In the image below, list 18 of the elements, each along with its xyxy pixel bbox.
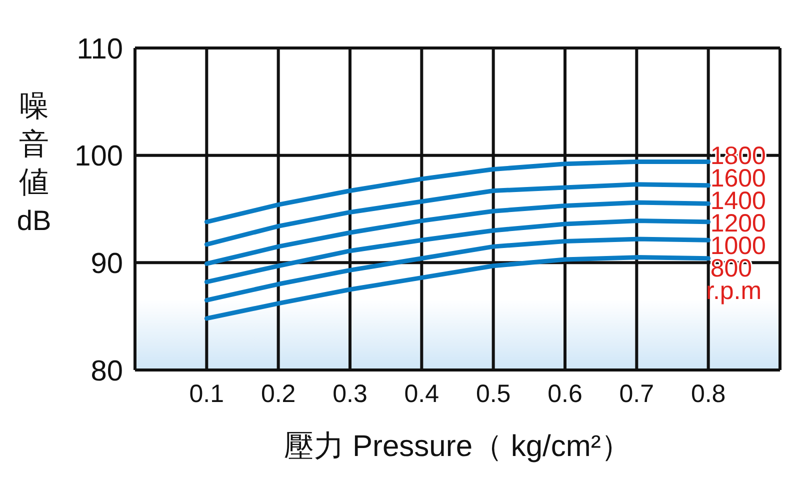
y-tick-label: 100: [74, 140, 123, 173]
y-tick-label: 110: [76, 33, 123, 66]
y-tick-label: 80: [90, 355, 123, 388]
x-tick-label: 0.6: [548, 380, 582, 408]
x-axis-title: 壓力 Pressure（ kg/cm²）: [283, 429, 632, 465]
line-series: [204, 200, 711, 266]
x-tick-label: 0.4: [404, 380, 440, 408]
line-series: [204, 160, 711, 224]
y-axis-title: 噪音値 dB: [16, 89, 52, 238]
x-tick-label: 0.3: [332, 380, 368, 408]
line-series: [204, 182, 711, 247]
x-tick-label: 0.8: [690, 380, 726, 408]
y-tick-label: 90: [90, 248, 123, 280]
x-tick-label: 0.7: [619, 380, 654, 408]
x-tick-label: 0.1: [189, 380, 224, 408]
x-tick-label: 0.2: [260, 380, 296, 408]
x-tick-label: 0.5: [476, 380, 511, 408]
line-series: [204, 218, 711, 284]
